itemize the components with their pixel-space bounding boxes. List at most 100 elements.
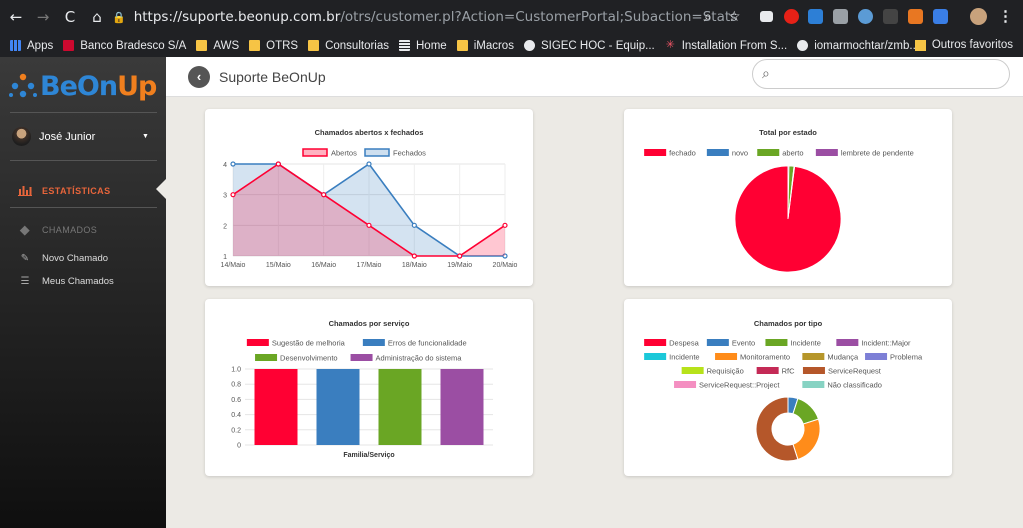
- forward-arrow-icon[interactable]: →: [36, 8, 50, 26]
- data-point: [457, 253, 463, 259]
- bookmark-bradesco[interactable]: Banco Bradesco S/A: [63, 40, 186, 52]
- chart-card-by-service: Chamados por serviço Sugestão de melhori…: [205, 299, 533, 476]
- sidebar: BeOnUp José Junior ▼ ESTATÍSTICAS ◆ CHAM…: [0, 57, 167, 528]
- doughnut-slice: [792, 418, 821, 461]
- reload-icon[interactable]: C: [64, 8, 76, 26]
- chat-extension-icon[interactable]: [833, 9, 848, 24]
- folder-icon: [308, 40, 320, 51]
- x-tick-label: 20/Maio: [493, 262, 518, 269]
- bookmark-other[interactable]: Outros favoritos: [914, 39, 1013, 51]
- profile-avatar-icon[interactable]: [970, 8, 987, 25]
- y-tick-label: 3: [223, 193, 227, 200]
- beonup-logo[interactable]: BeOnUp: [8, 71, 157, 102]
- github-icon: [797, 40, 809, 51]
- sidebar-divider: [10, 160, 157, 161]
- bookmark-label: Banco Bradesco S/A: [80, 39, 187, 52]
- bradesco-icon: [63, 40, 75, 51]
- legend-label: ServiceRequest::Project: [699, 381, 780, 390]
- user-menu[interactable]: José Junior: [12, 127, 95, 146]
- x-tick-label: 17/Maio: [357, 262, 382, 269]
- bookmark-aws[interactable]: AWS: [196, 40, 239, 52]
- y-tick-label: 0.6: [231, 397, 241, 404]
- bar-4: [440, 369, 484, 445]
- youtube-extension-icon[interactable]: [784, 9, 799, 24]
- bookmark-github[interactable]: iomarmochtar/zmb...: [797, 40, 919, 52]
- legend-swatch: [706, 149, 729, 156]
- bookmark-label: Apps: [27, 39, 54, 52]
- gray-extension-icon[interactable]: [883, 9, 898, 24]
- legend-label: Sugestão de melhoria: [272, 339, 346, 348]
- legend-label: novo: [732, 149, 748, 158]
- zoom-icon[interactable]: ⌕: [704, 9, 712, 25]
- bookmark-apps[interactable]: Apps: [10, 40, 53, 52]
- star-icon[interactable]: ☆: [728, 9, 741, 25]
- search-input[interactable]: [781, 66, 1001, 84]
- folder-icon: [914, 39, 926, 51]
- x-axis-label: Familia/Serviço: [343, 452, 394, 459]
- back-arrow-icon[interactable]: ←: [9, 8, 23, 26]
- y-tick-label: 1.0: [231, 367, 241, 374]
- data-point: [411, 222, 417, 228]
- legend-label: aberto: [782, 149, 803, 158]
- legend-swatch: [302, 148, 328, 157]
- globe-icon: [523, 40, 535, 51]
- y-tick-label: 0.8: [231, 382, 241, 389]
- folder-icon: [196, 40, 208, 51]
- chevron-down-icon[interactable]: ▼: [142, 133, 149, 140]
- legend-swatch: [765, 339, 788, 346]
- avatar: [12, 127, 31, 146]
- blue-extension-icon[interactable]: [933, 9, 948, 24]
- chart-card-by-state: Total por estado fechado novo aberto lembre…: [624, 109, 952, 286]
- check-extension-icon[interactable]: [808, 9, 823, 24]
- sidebar-item-my-tickets[interactable]: ☰ Meus Chamados: [18, 276, 114, 287]
- bookmark-label: Consultorias: [325, 39, 389, 52]
- sidebar-item-label: Meus Chamados: [42, 276, 114, 287]
- browser-menu-icon[interactable]: ⋮: [998, 8, 1013, 25]
- x-tick-label: 16/Maio: [311, 262, 336, 269]
- data-point: [502, 253, 508, 259]
- bookmark-label: Installation From S...: [681, 39, 788, 52]
- sidebar-divider: [10, 207, 157, 208]
- legend-label: Monitoramento: [740, 353, 790, 362]
- pie-chart: fechado novo aberto lembrete de pendente: [644, 149, 914, 273]
- pie-slice: [787, 165, 796, 220]
- y-tick-label: 0.4: [231, 412, 241, 419]
- logo-text: BeOnUp: [40, 71, 157, 102]
- sidebar-item-tickets[interactable]: ◆ CHAMADOS: [18, 222, 97, 238]
- legend-swatch: [757, 149, 780, 156]
- legend-label: lembrete de pendente: [841, 149, 914, 158]
- bookmark-sigec[interactable]: SIGEC HOC - Equip...: [523, 40, 655, 52]
- data-point: [230, 161, 236, 167]
- bookmark-installation[interactable]: ✳ Installation From S...: [665, 39, 788, 52]
- camera-extension-icon[interactable]: [760, 11, 773, 22]
- legend-swatch: [681, 367, 704, 374]
- bookmark-imacros[interactable]: iMacros: [456, 40, 514, 52]
- search-icon: ⌕: [762, 65, 770, 81]
- legend-swatch: [836, 339, 859, 346]
- folder-icon: [249, 40, 261, 51]
- url-row: ← → C ⌂ 🔒 https://suporte.beonup.com.br …: [0, 0, 1023, 34]
- legend-swatch: [644, 339, 667, 346]
- orange-extension-icon[interactable]: [908, 9, 923, 24]
- series-area-abertos: [233, 164, 505, 256]
- x-tick-label: 18/Maio: [402, 262, 427, 269]
- search-box[interactable]: ⌕: [752, 59, 1010, 89]
- bookmark-label: iomarmochtar/zmb...: [814, 39, 919, 52]
- circle-extension-icon[interactable]: [858, 9, 873, 24]
- ticket-icon: ◆: [19, 222, 31, 237]
- legend-label: Incidente: [669, 353, 699, 362]
- home-icon[interactable]: ⌂: [92, 8, 102, 26]
- chart-title: Chamados por tipo: [753, 319, 823, 328]
- back-button[interactable]: ‹: [188, 66, 210, 88]
- chart-title: Chamados por serviço: [328, 319, 410, 328]
- bookmark-consultorias[interactable]: Consultorias: [308, 40, 389, 52]
- legend-swatch: [644, 149, 667, 156]
- legend-label: Não classificado: [827, 381, 882, 390]
- bar-3: [378, 369, 422, 445]
- sidebar-item-statistics[interactable]: ESTATÍSTICAS: [18, 184, 110, 198]
- bookmark-otrs[interactable]: OTRS: [249, 40, 298, 52]
- sidebar-item-new-ticket[interactable]: ✎ Novo Chamado: [18, 253, 108, 264]
- chart-card-by-type: Chamados por tipo Despesa Evento Incidente…: [624, 299, 952, 476]
- address-bar[interactable]: 🔒 https://suporte.beonup.com.br /otrs/cu…: [112, 6, 752, 28]
- bookmark-home[interactable]: Home: [399, 40, 447, 52]
